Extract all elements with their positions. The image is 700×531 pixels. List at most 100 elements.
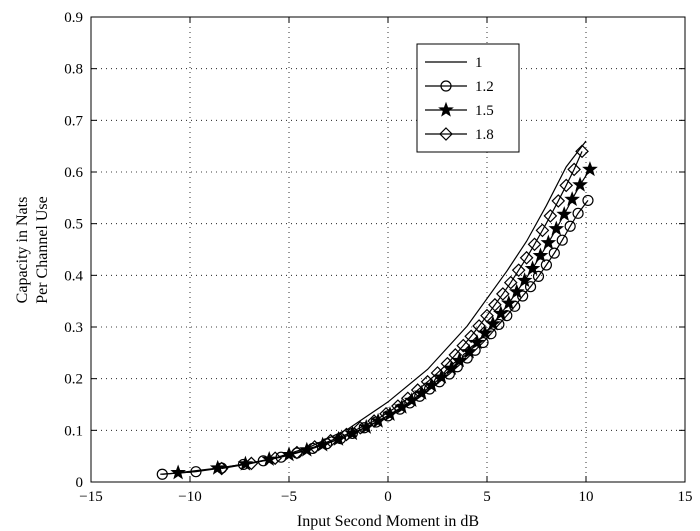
- legend-label-1.2: 1.2: [475, 79, 494, 95]
- data-point-1.8: [244, 456, 259, 471]
- data-point-1.8: [488, 297, 502, 312]
- data-point-1.8: [391, 399, 405, 413]
- y-tick-label: 0.1: [64, 423, 83, 439]
- legend-marker-1.2: [440, 80, 452, 92]
- data-point-1.8: [480, 308, 494, 323]
- y-tick-label: 0.6: [64, 165, 83, 181]
- data-point-1.8: [575, 144, 589, 159]
- data-point-1.2: [572, 207, 584, 219]
- data-point-1.8: [519, 250, 534, 265]
- data-point-1.8: [430, 366, 445, 380]
- data-point-1.5: [540, 234, 557, 250]
- legend-marker-1.8: [439, 127, 453, 141]
- data-point-1.8: [551, 194, 566, 208]
- data-point-1.8: [367, 414, 381, 428]
- data-point-1.5: [485, 315, 501, 331]
- data-point-1.8: [543, 209, 558, 223]
- data-point-1.8: [559, 178, 574, 193]
- data-point-1.5: [170, 464, 186, 480]
- series-1.8: [214, 144, 589, 476]
- x-tick-label: 0: [384, 489, 392, 505]
- data-point-1.2: [540, 259, 553, 271]
- data-point-1.8: [400, 391, 415, 406]
- data-point-1.8: [464, 329, 479, 344]
- data-point-1.8: [353, 420, 368, 435]
- data-point-1.8: [511, 263, 526, 278]
- data-point-1.8: [472, 319, 486, 333]
- data-point-1.5: [556, 206, 573, 222]
- legend-label-1: 1: [475, 55, 483, 71]
- axis-ticks: −15 −10 −5 0 5 10 15 0 0.1 0.2 0.3 0.4 0.5 0.6 0.7 0.8 0…: [64, 10, 692, 505]
- x-tick-label: −10: [178, 489, 201, 505]
- y-tick-label: 0.5: [64, 217, 83, 233]
- legend: 1 1.2 1.5 1.8: [416, 43, 520, 153]
- data-point-1.5: [344, 425, 361, 441]
- data-point-1.5: [564, 191, 580, 207]
- y-tick-label: 0.9: [64, 10, 83, 26]
- data-point-1.5: [524, 260, 541, 276]
- data-point-1.2: [532, 270, 545, 282]
- data-point-1.5: [548, 220, 565, 236]
- data-point-1.8: [379, 406, 393, 421]
- y-axis-label-line1: Capacity in Nats: [14, 197, 31, 304]
- data-point-1.5: [532, 247, 549, 263]
- y-tick-label: 0: [76, 475, 84, 491]
- data-point-1.5: [493, 305, 509, 321]
- x-tick-label: −5: [281, 489, 297, 505]
- y-axis-label-line2: Per Channel Use: [34, 196, 51, 304]
- series-line-1.8: [221, 151, 583, 470]
- data-point-1.8: [420, 374, 435, 389]
- data-point-1.8: [448, 348, 463, 362]
- data-point-1.2: [564, 220, 576, 232]
- legend-box: [416, 43, 520, 153]
- data-point-1.8: [410, 383, 425, 397]
- data-point-1.8: [535, 223, 550, 238]
- legend-marker-1.5: [438, 101, 454, 117]
- y-tick-label: 0.2: [64, 372, 83, 388]
- plot-area: [91, 17, 685, 482]
- data-point-1.8: [268, 451, 282, 466]
- y-tick-label: 0.8: [64, 62, 83, 78]
- y-tick-label: 0.4: [64, 268, 83, 284]
- x-tick-label: −15: [79, 489, 102, 505]
- data-point-1.5: [516, 272, 533, 288]
- data-point-1.5: [358, 418, 375, 434]
- y-tick-label: 0.3: [64, 320, 83, 336]
- data-point-1.8: [503, 275, 518, 290]
- data-point-1.8: [323, 433, 338, 448]
- data-point-1.8: [214, 461, 229, 476]
- data-point-1.5: [451, 352, 468, 368]
- data-point-1.8: [290, 445, 304, 460]
- data-point-1.2: [556, 234, 568, 246]
- series-layer: [156, 140, 598, 480]
- data-point-1.5: [508, 283, 525, 299]
- data-point-1.8: [527, 237, 542, 252]
- data-point-1.2: [156, 468, 168, 480]
- data-point-1.8: [440, 356, 455, 371]
- data-point-1.8: [339, 427, 354, 442]
- data-point-1.2: [524, 281, 537, 293]
- data-point-1.2: [517, 290, 529, 302]
- data-point-1.5: [433, 368, 450, 384]
- data-point-1.2: [582, 194, 594, 207]
- y-tick-label: 0.7: [64, 113, 83, 129]
- data-point-1.5: [500, 294, 517, 310]
- x-axis-label: Input Second Moment in dB: [297, 513, 479, 530]
- data-point-1.8: [495, 287, 510, 301]
- data-point-1.8: [307, 440, 322, 454]
- data-point-1.5: [423, 377, 440, 393]
- x-tick-label: 10: [579, 489, 594, 505]
- data-point-1.5: [394, 398, 410, 414]
- data-point-1.5: [582, 161, 598, 177]
- x-tick-label: 5: [483, 489, 491, 505]
- data-point-1.8: [456, 338, 471, 353]
- legend-label-1.8: 1.8: [475, 127, 494, 143]
- x-tick-label: 15: [678, 489, 693, 505]
- data-point-1.8: [567, 162, 581, 177]
- data-point-1.5: [572, 176, 588, 192]
- legend-label-1.5: 1.5: [475, 103, 494, 119]
- data-point-1.5: [443, 360, 460, 375]
- grid-lines: [91, 17, 685, 482]
- data-point-1.5: [382, 406, 398, 421]
